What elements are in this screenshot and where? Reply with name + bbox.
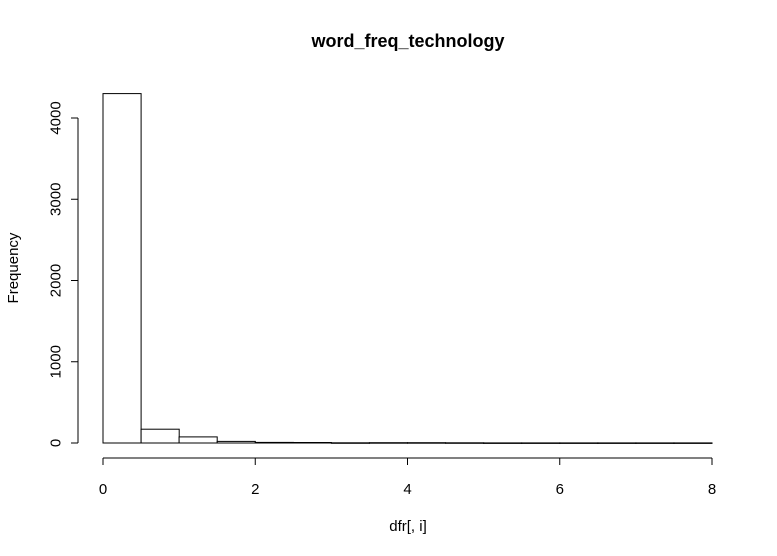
histogram-bar — [292, 442, 332, 444]
histogram-bar — [597, 442, 637, 444]
histogram-bar — [216, 440, 256, 444]
x-axis: 0 2 4 6 8 — [99, 457, 716, 498]
x-axis-label: dfr[, i] — [389, 518, 427, 535]
histogram-bar — [445, 442, 485, 444]
histogram-bar — [559, 442, 599, 444]
histogram-bar — [483, 442, 523, 444]
histogram-bar — [140, 428, 180, 444]
x-tick-label: 2 — [251, 481, 259, 498]
histogram-bar — [407, 442, 447, 444]
histogram-bar — [330, 442, 370, 444]
y-axis: 0 1000 2000 3000 4000 — [48, 101, 79, 447]
y-axis-label: Frequency — [5, 232, 22, 303]
y-tick-label: 3000 — [48, 183, 65, 216]
histogram-bar — [635, 442, 675, 444]
x-tick-label: 8 — [708, 481, 716, 498]
x-tick-label: 0 — [99, 481, 107, 498]
bars-group — [102, 93, 713, 444]
y-tick-label: 4000 — [48, 101, 65, 134]
histogram-bar — [254, 441, 294, 444]
histogram-bar — [368, 442, 408, 444]
histogram-bar — [521, 442, 561, 444]
x-tick-label: 4 — [403, 481, 411, 498]
y-tick-label: 2000 — [48, 264, 65, 297]
histogram-bar — [673, 442, 713, 444]
y-tick-label: 1000 — [48, 345, 65, 378]
histogram-bar — [178, 436, 218, 444]
chart-title: word_freq_technology — [310, 31, 504, 51]
y-tick-label: 0 — [48, 439, 65, 447]
x-tick-label: 6 — [556, 481, 564, 498]
histogram-bar — [102, 93, 142, 444]
